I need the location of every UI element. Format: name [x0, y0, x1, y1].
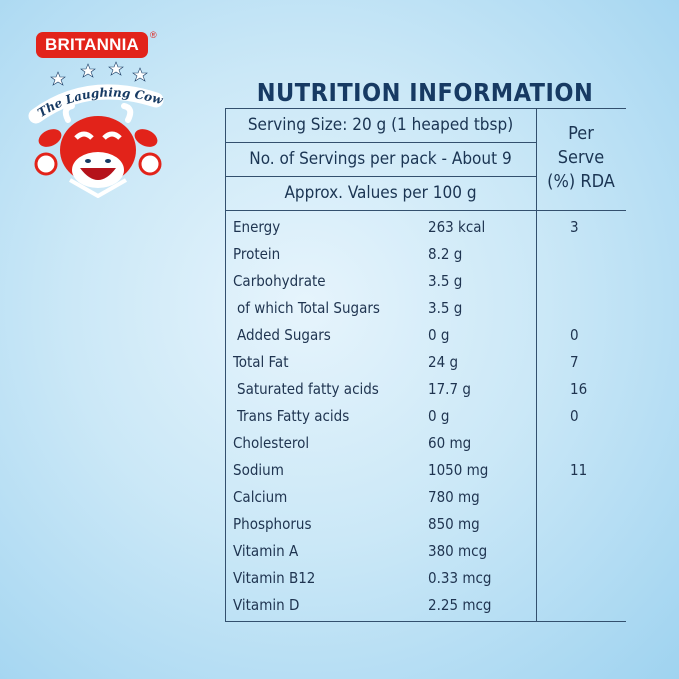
nutrient-name: Vitamin B12: [233, 569, 316, 587]
nutrient-value: 0 g: [428, 407, 450, 425]
nutrient-rda: 11: [570, 461, 588, 479]
nutrient-name: Sodium: [233, 461, 284, 479]
header-divider-1: [225, 142, 536, 143]
table-row: Vitamin D 2.25 mcg: [225, 596, 626, 623]
table-row: Calcium 780 mg: [225, 488, 626, 515]
table-bottom-border: [225, 621, 626, 622]
table-row: Vitamin B12 0.33 mcg: [225, 569, 626, 596]
header-bottom-border: [225, 210, 626, 211]
nutrient-name: Energy: [233, 218, 281, 236]
nutrient-value: 8.2 g: [428, 245, 463, 263]
table-row: Added Sugars 0 g 0: [225, 326, 626, 353]
table-row: Vitamin A 380 mcg: [225, 542, 626, 569]
nutrient-name: Vitamin A: [233, 542, 299, 560]
nutrient-value: 24 g: [428, 353, 459, 371]
nutrition-title: NUTRITION INFORMATION: [256, 78, 594, 107]
nutrient-name: Cholesterol: [233, 434, 310, 452]
nutrient-name: Added Sugars: [237, 326, 331, 344]
nutrient-rda: 0: [570, 326, 579, 344]
rda-header-line3: (%) RDA: [547, 171, 615, 192]
nutrient-name: Trans Fatty acids: [237, 407, 350, 425]
britannia-laughing-cow-logo: BRITANNIA ® The Laughing Cow: [28, 28, 168, 198]
nutrient-name: Calcium: [233, 488, 288, 506]
table-left-border: [225, 108, 226, 622]
brand-name: BRITANNIA: [36, 32, 148, 58]
laughing-cow-icon: The Laughing Cow: [28, 61, 165, 198]
nutrient-value: 60 mg: [428, 434, 472, 452]
nutrient-rda: 3: [570, 218, 579, 236]
nutrient-value: 17.7 g: [428, 380, 471, 398]
table-row: Total Fat 24 g 7: [225, 353, 626, 380]
nutrient-value: 3.5 g: [428, 272, 463, 290]
nutrient-value: 263 kcal: [428, 218, 486, 236]
nutrient-value: 380 mcg: [428, 542, 488, 560]
table-row: of which Total Sugars 3.5 g: [225, 299, 626, 326]
table-top-border: [225, 108, 626, 109]
nutrient-name: Protein: [233, 245, 281, 263]
nutrient-value: 0.33 mcg: [428, 569, 492, 587]
nutrient-name: Total Fat: [233, 353, 289, 371]
nutrient-value: 850 mg: [428, 515, 480, 533]
nutrient-value: 1050 mg: [428, 461, 489, 479]
nutrient-value: 3.5 g: [428, 299, 463, 317]
table-row: Cholesterol 60 mg: [225, 434, 626, 461]
nutrient-rda: 0: [570, 407, 579, 425]
header-divider-2: [225, 176, 536, 177]
nutrition-table: Serving Size: 20 g (1 heaped tbsp) No. o…: [225, 108, 626, 622]
nutrient-name: Saturated fatty acids: [237, 380, 379, 398]
nutrient-rda: 16: [570, 380, 588, 398]
table-row: Trans Fatty acids 0 g 0: [225, 407, 626, 434]
rda-column-divider: [536, 108, 537, 622]
nutrient-name: of which Total Sugars: [237, 299, 380, 317]
approx-values: Approx. Values per 100 g: [284, 183, 477, 203]
nutrient-value: 780 mg: [428, 488, 480, 506]
table-row: Saturated fatty acids 17.7 g 16: [225, 380, 626, 407]
registered-mark: ®: [150, 30, 157, 40]
table-row: Energy 263 kcal 3: [225, 218, 626, 245]
nutrient-name: Vitamin D: [233, 596, 300, 614]
nutrient-name: Carbohydrate: [233, 272, 326, 290]
nutrient-value: 2.25 mcg: [428, 596, 492, 614]
table-row: Protein 8.2 g: [225, 245, 626, 272]
table-row: Phosphorus 850 mg: [225, 515, 626, 542]
servings-per-pack: No. of Servings per pack - About 9: [249, 149, 512, 169]
table-row: Carbohydrate 3.5 g: [225, 272, 626, 299]
serving-size: Serving Size: 20 g (1 heaped tbsp): [247, 115, 514, 135]
nutrient-name: Phosphorus: [233, 515, 312, 533]
rda-header-line1: Per: [568, 123, 594, 144]
rda-header-line2: Serve: [557, 147, 605, 168]
nutrient-value: 0 g: [428, 326, 450, 344]
nutrient-rda: 7: [570, 353, 579, 371]
table-row: Sodium 1050 mg 11: [225, 461, 626, 488]
